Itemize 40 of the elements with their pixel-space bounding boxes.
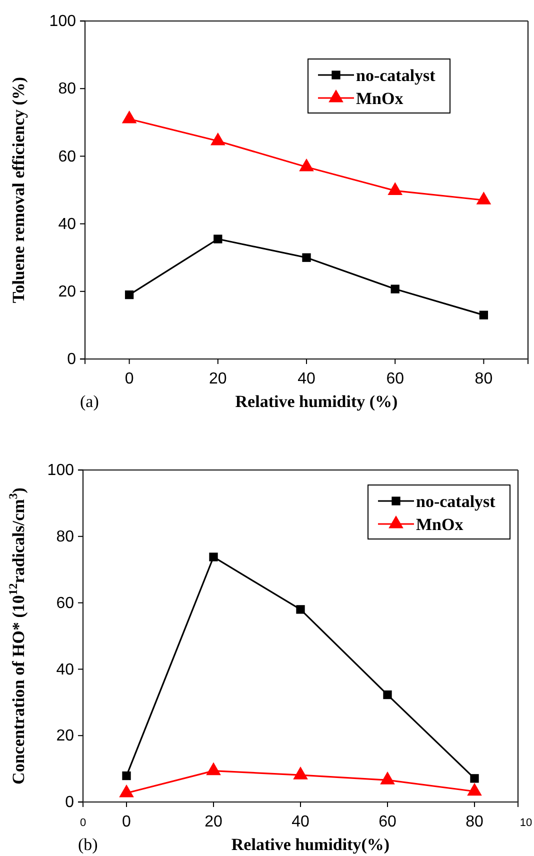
y-tick-label: 80 bbox=[58, 80, 76, 98]
point bbox=[467, 782, 482, 796]
text: 10 bbox=[520, 817, 532, 829]
y-tick-label: 0 bbox=[65, 794, 74, 812]
y-tick-label: 100 bbox=[47, 462, 74, 480]
y-tick-label: 80 bbox=[56, 528, 74, 546]
x-tick-label: 80 bbox=[466, 813, 484, 830]
x-axis-title: Relative humidity(%) bbox=[231, 835, 390, 854]
x-tick-label: 0 bbox=[122, 813, 132, 830]
y-tick-label: 20 bbox=[58, 284, 76, 301]
x-tick-label: 20 bbox=[204, 813, 222, 830]
legend-label: MnOx bbox=[416, 515, 464, 534]
legend-label: no-catalyst bbox=[356, 66, 436, 85]
point bbox=[293, 766, 308, 780]
x-axis-title: Relative humidity (%) bbox=[235, 392, 398, 411]
point bbox=[209, 552, 218, 562]
x-tick-label: 40 bbox=[292, 813, 310, 830]
x-tick-label: 60 bbox=[378, 813, 396, 830]
point bbox=[296, 605, 305, 614]
y-tick-label: 0 bbox=[67, 351, 76, 368]
y-tick-label: 20 bbox=[56, 728, 74, 745]
y-axis-title: Toluene removal efficiency (%) bbox=[9, 76, 28, 304]
legend-label: no-catalyst bbox=[416, 492, 496, 511]
point bbox=[380, 772, 395, 784]
x-tick-label: 20 bbox=[209, 370, 227, 388]
y-tick-label: 100 bbox=[49, 13, 76, 30]
y-tick-label: 40 bbox=[58, 216, 76, 233]
x-tick-label: 40 bbox=[298, 370, 316, 388]
point bbox=[383, 690, 392, 700]
x-tick-label: 0 bbox=[124, 370, 134, 388]
text: (b) bbox=[78, 835, 98, 854]
x-tick-label: 80 bbox=[474, 370, 493, 388]
x-tick-label: 60 bbox=[386, 370, 404, 388]
legend-label: MnOx bbox=[356, 89, 404, 108]
y-tick-label: 40 bbox=[56, 661, 74, 678]
text: (a) bbox=[80, 392, 99, 411]
y-tick-label: 60 bbox=[58, 148, 76, 166]
y-tick-label: 60 bbox=[56, 594, 74, 612]
point bbox=[206, 762, 221, 776]
point bbox=[119, 784, 134, 798]
